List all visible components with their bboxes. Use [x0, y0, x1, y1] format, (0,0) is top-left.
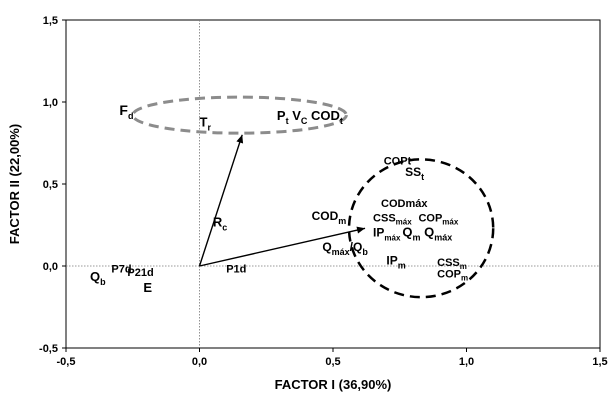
variable-label-part: P	[277, 108, 286, 123]
variable-label-part: b	[362, 247, 368, 257]
arrow-head	[236, 134, 244, 144]
reference-lines	[66, 20, 600, 348]
variable-label-part: V	[289, 108, 302, 123]
variable-label: Fd​	[119, 102, 133, 121]
y-axis-ticks: -0,5 0,0 0,5 1,0 1,5	[39, 15, 66, 355]
variable-label-part: COP	[437, 268, 461, 280]
variable-label: IPmáx​	[373, 225, 401, 242]
variable-label-part: t	[340, 116, 343, 126]
x-tick-label: -0,5	[57, 356, 76, 368]
variable-label-part: máx	[384, 233, 401, 242]
variable-label-part: CODmáx	[381, 198, 428, 210]
variable-label: CSSmáx​	[373, 213, 412, 227]
loading-arrow	[199, 227, 366, 267]
variable-label-part: máx	[434, 232, 452, 242]
variable-label: Rc​	[213, 215, 227, 233]
variable-label-part: Q	[421, 224, 435, 239]
variable-label: CODm​	[312, 209, 347, 226]
y-tick-label: -0,5	[39, 343, 58, 355]
variable-label-part: COD	[312, 209, 339, 223]
x-tick-label: 0,5	[325, 356, 340, 368]
variable-label: Pt​ VC​ CODt​	[277, 108, 343, 126]
y-tick-label: 1,5	[43, 15, 58, 27]
x-tick-label: 0,0	[192, 356, 207, 368]
variable-label: Tr​	[200, 115, 212, 133]
variable-label-part: F	[119, 102, 128, 118]
loading-arrow	[198, 134, 243, 267]
x-axis-title: FACTOR I (36,90%)	[275, 377, 392, 392]
variable-label: SSt​	[405, 165, 424, 182]
x-axis-ticks: -0,5 0,0 0,5 1,0 1,5	[57, 348, 608, 368]
variable-label-part: COPt	[384, 155, 412, 167]
variable-label-part: m	[461, 273, 468, 282]
loading-arrows	[198, 134, 366, 267]
variable-label-part: m	[413, 232, 421, 242]
group-ellipse	[131, 95, 348, 135]
variable-label-part: P7d	[111, 264, 131, 276]
variable-label-part: máx	[442, 218, 459, 227]
y-tick-label: 0,0	[43, 261, 58, 273]
variable-label-part: COP	[418, 213, 442, 225]
variable-label: IPm​	[386, 253, 405, 270]
variable-label-part: IP	[386, 253, 397, 267]
variable-label-part: b	[100, 277, 106, 287]
variable-label: E	[143, 280, 152, 295]
variable-label-part: c	[222, 223, 227, 233]
variable-label-part: SS	[405, 165, 421, 179]
variable-label: Qmáx​/Qb​	[322, 240, 368, 257]
plot-area	[65, 19, 601, 349]
variable-label-part: t	[421, 172, 424, 182]
y-tick-label: 1,0	[43, 97, 58, 109]
variable-label-part: COD	[307, 108, 340, 123]
variable-label-part: m	[398, 260, 406, 270]
variable-label-part: CSS	[437, 257, 460, 269]
variable-label: P7d	[111, 264, 131, 276]
variable-label-part: máx	[396, 218, 413, 227]
variable-label-part: C	[301, 116, 308, 126]
variable-label-part: d	[128, 111, 133, 121]
variable-label-part: E	[143, 280, 152, 295]
group-ellipse	[347, 158, 495, 299]
variable-label-part: /Q	[350, 240, 363, 254]
variable-label: Qb​	[90, 269, 106, 287]
x-tick-label: 1,5	[592, 356, 607, 368]
variable-label: COPm​	[437, 268, 468, 282]
y-tick-label: 0,5	[43, 179, 58, 191]
variable-label-part: Q	[322, 240, 331, 254]
variable-label: P1d	[226, 264, 246, 276]
variable-label-part: IP	[373, 225, 384, 239]
variable-label-part: P1d	[226, 264, 246, 276]
variable-label-part: CSS	[373, 213, 396, 225]
variable-label: Qm​ Qmáx​	[402, 224, 452, 242]
variable-label-part: Q	[90, 269, 100, 284]
variable-labels: Fd​Tr​Pt​ VC​ CODt​COPtSSt​CODmáxCODm​CS…	[90, 102, 468, 295]
variable-label: P21d	[127, 267, 153, 279]
variable-label-part: P21d	[127, 267, 153, 279]
y-axis-title: FACTOR II (22,00%)	[7, 124, 22, 244]
variable-label-part: Q	[402, 224, 412, 239]
x-tick-label: 1,0	[459, 356, 474, 368]
variable-label: COPt	[384, 155, 412, 167]
variable-label-part: m	[460, 262, 467, 271]
variable-label: CODmáx	[381, 198, 428, 210]
variable-label-part: r	[207, 123, 211, 133]
variable-label-part: t	[286, 116, 289, 126]
variable-label: COPmáx​	[418, 213, 458, 227]
variable-label-part: T	[200, 115, 208, 130]
variable-label-part: máx	[332, 247, 350, 257]
variable-label-part: R	[213, 215, 223, 230]
variable-label: CSSm​	[437, 257, 467, 271]
arrow-head	[356, 226, 366, 234]
group-ellipses	[131, 95, 495, 299]
variable-label-part: m	[338, 216, 346, 226]
